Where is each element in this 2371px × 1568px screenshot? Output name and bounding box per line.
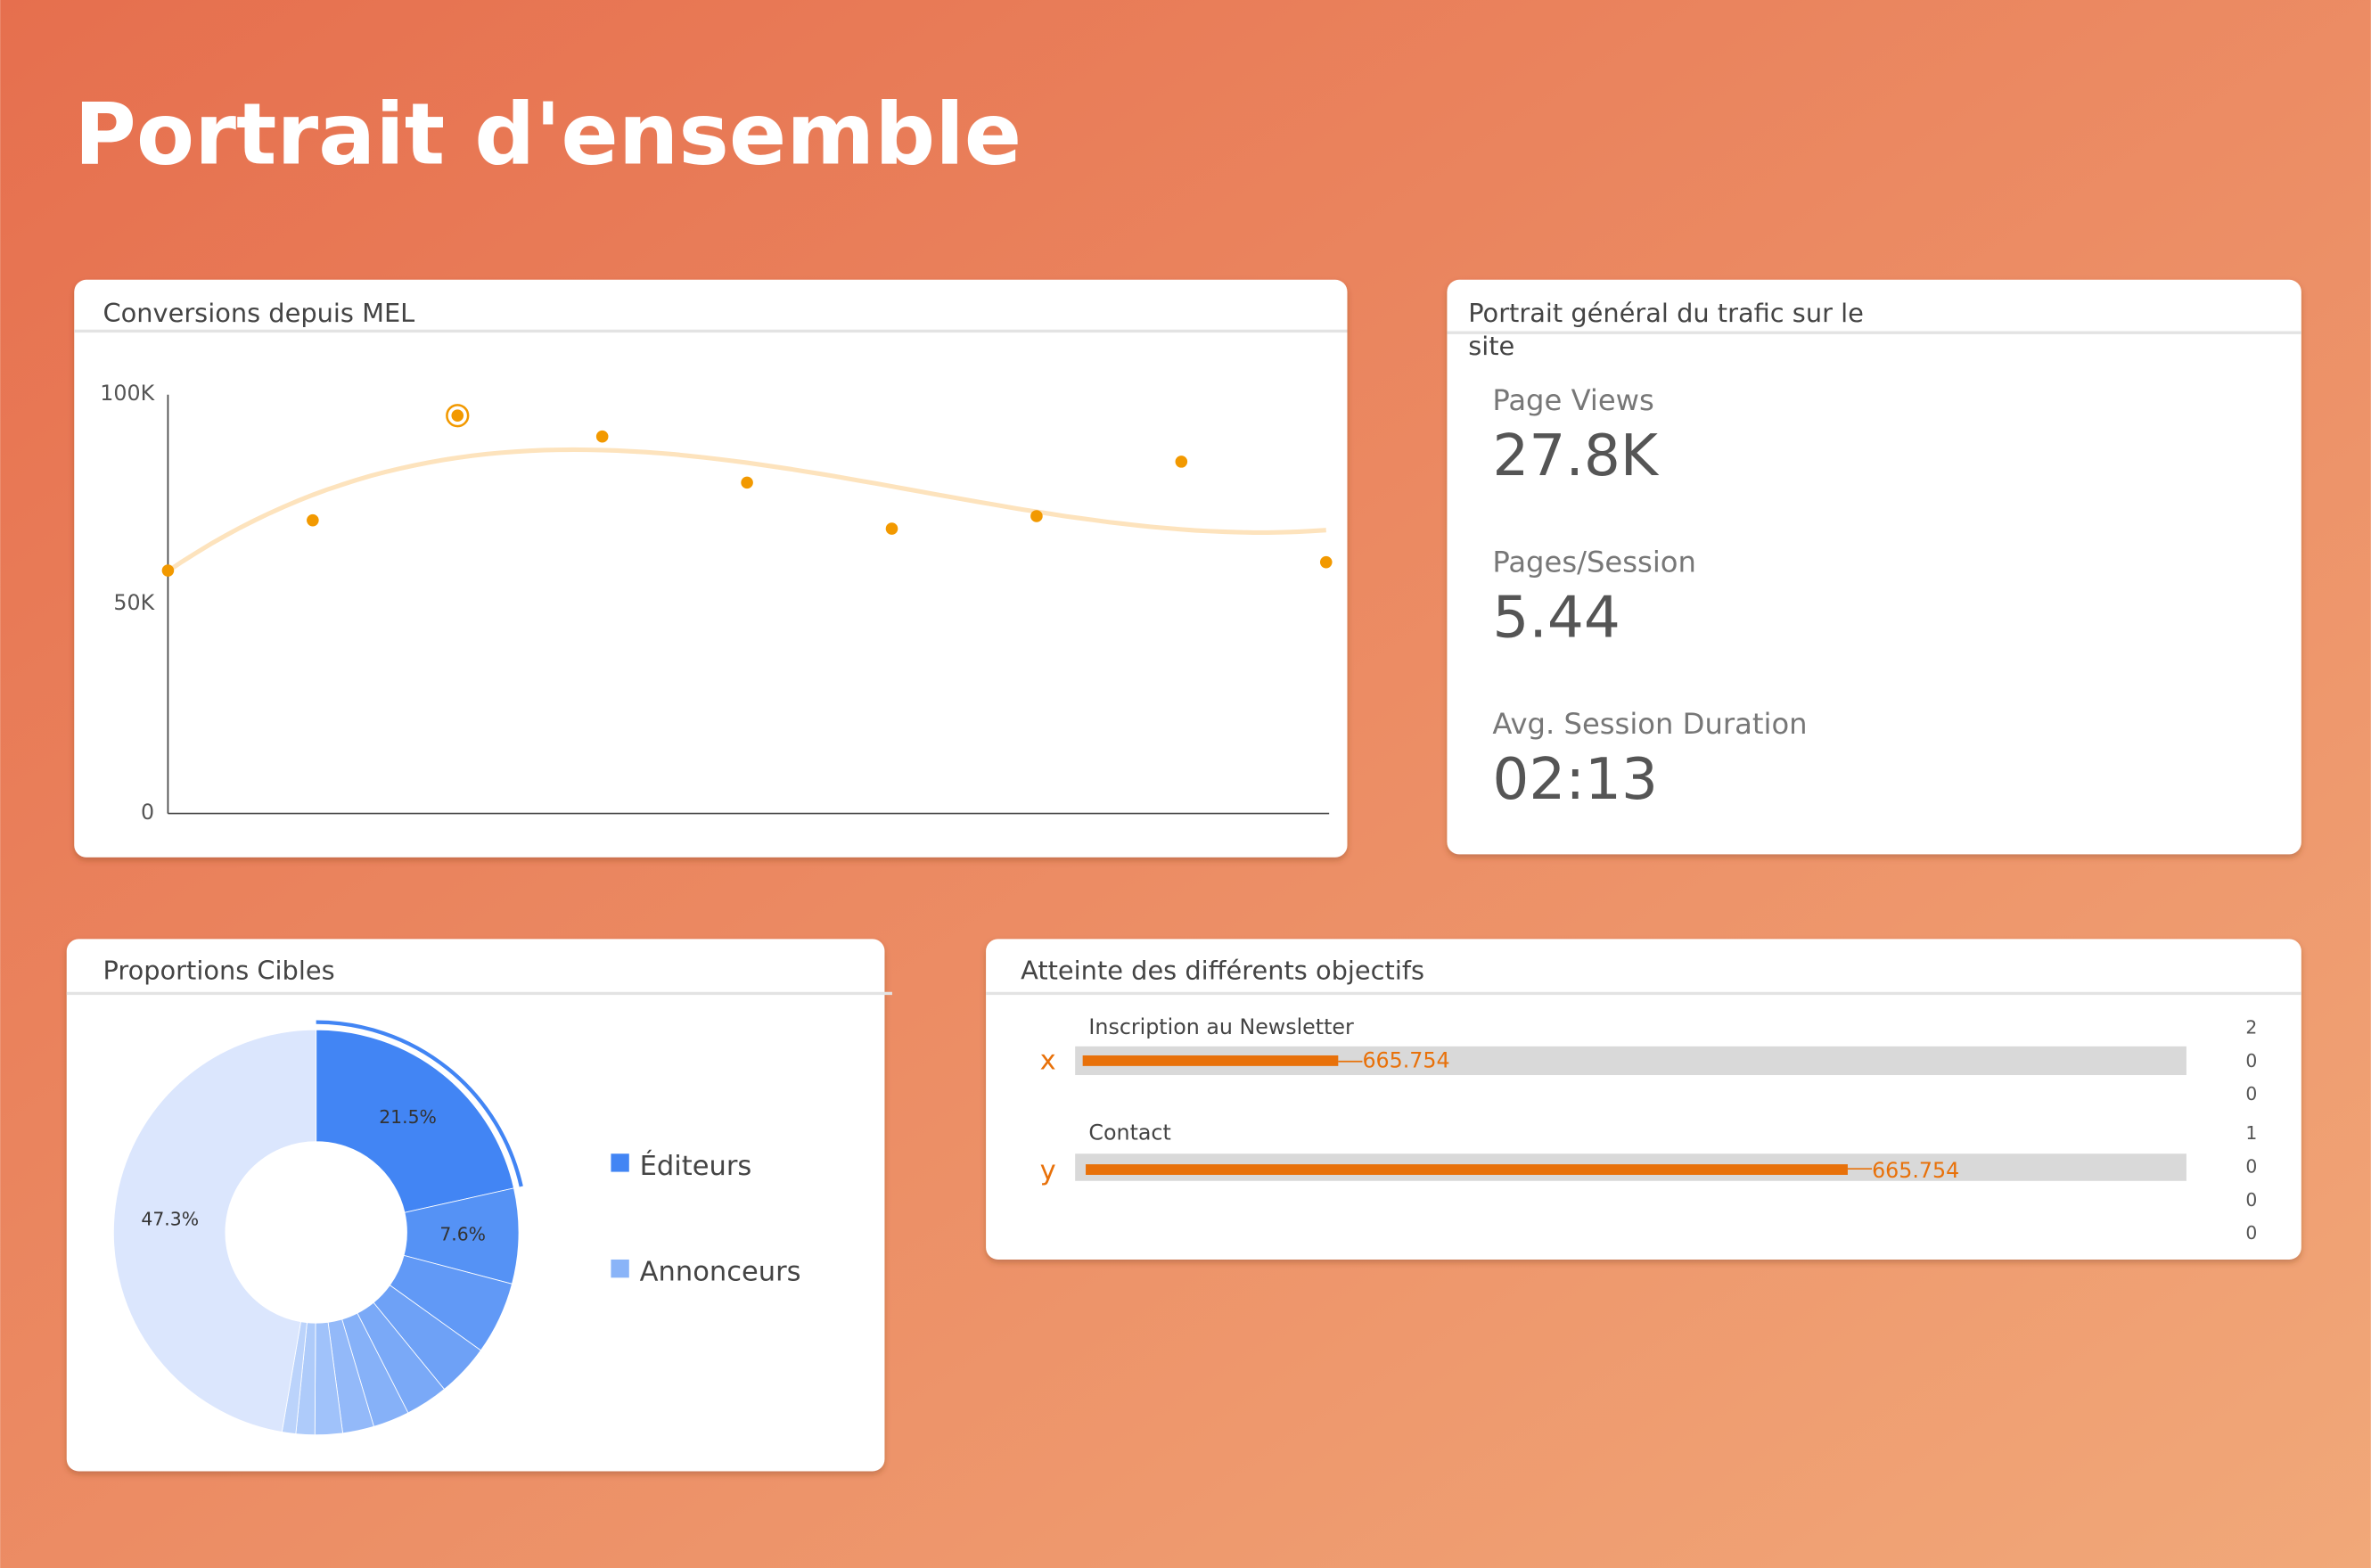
page-title: Portrait d'ensemble	[74, 86, 1021, 185]
point	[595, 430, 609, 443]
metric-value: 02:13	[1492, 746, 1658, 813]
panel-title: Portrait général du trafic sur le site	[1468, 298, 1872, 361]
point	[741, 476, 753, 489]
title-line: site	[1468, 331, 1514, 361]
metric-label: Page Views	[1492, 383, 1653, 417]
metric-label: Pages/Session	[1492, 546, 1696, 579]
point	[1030, 510, 1043, 522]
side-value: 0	[2245, 1050, 2257, 1071]
panel	[74, 279, 1348, 858]
metrics: Page Views 27.8K Pages/Session 5.44 Avg. Ses…	[1492, 383, 1807, 813]
slice-label: 7.6%	[439, 1224, 486, 1245]
side-value: 0	[2245, 1222, 2257, 1244]
value-label: 665.754	[1362, 1047, 1449, 1072]
legend-label: Annonceurs	[640, 1257, 801, 1288]
legend-swatch	[611, 1259, 629, 1278]
slice-label: 21.5%	[379, 1106, 437, 1128]
side-value: 1	[2245, 1122, 2257, 1144]
slice-label: 47.3%	[141, 1208, 199, 1229]
highlight-ring	[446, 404, 470, 428]
axis-label: x	[1040, 1045, 1056, 1076]
metric-value: 27.8K	[1492, 423, 1659, 489]
selection-arc	[316, 1020, 523, 1187]
legend-label: Éditeurs	[640, 1150, 752, 1182]
scatter-chart: 0 50K 100K	[100, 381, 1333, 825]
y-tick-label: 50K	[113, 590, 155, 615]
bullet-bar	[1082, 1055, 1339, 1066]
donut-slice	[316, 1029, 514, 1213]
side-value: 0	[2245, 1083, 2257, 1104]
point	[1319, 555, 1333, 569]
point	[307, 513, 319, 527]
metric-label: Avg. Session Duration	[1492, 707, 1807, 741]
bullet-bar	[1086, 1164, 1848, 1175]
panel	[986, 939, 2301, 1260]
panel-title: Atteinte des différents objectifs	[1021, 956, 1424, 986]
value-label: 665.754	[1872, 1158, 1959, 1183]
point	[161, 564, 175, 577]
point	[1175, 456, 1188, 468]
panel	[1447, 279, 2301, 855]
row-name: Contact	[1088, 1121, 1170, 1145]
point	[885, 522, 898, 535]
panel-title: Proportions Cibles	[103, 956, 334, 986]
axis-label: y	[1040, 1155, 1056, 1186]
y-tick-label: 100K	[100, 381, 155, 406]
row-name: Inscription au Newsletter	[1088, 1014, 1354, 1039]
side-value: 0	[2245, 1189, 2257, 1211]
panel-title: Conversions depuis MEL	[103, 298, 414, 328]
y-tick-label: 0	[141, 800, 154, 825]
trend-line	[167, 447, 1326, 573]
objectives-rows: Inscription au Newsletter x 665.754 Contact…	[1040, 1014, 2258, 1244]
donut-slice	[113, 1029, 317, 1433]
side-value: 2	[2245, 1016, 2257, 1038]
metric-value: 5.44	[1492, 585, 1620, 652]
side-value: 0	[2245, 1155, 2257, 1177]
point	[451, 409, 464, 422]
legend-swatch	[611, 1153, 629, 1172]
donut-chart: 21.5% 7.6% 47.3% Éditeurs Annonceurs	[113, 1020, 801, 1436]
title-line: Portrait général du trafic sur le	[1468, 298, 1872, 328]
